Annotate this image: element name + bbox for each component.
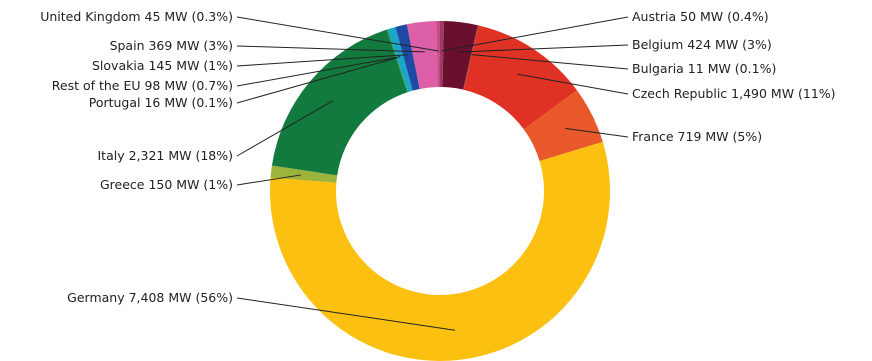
slice-spain	[406, 21, 438, 89]
label-slovakia: Slovakia 145 MW (1%)	[92, 58, 233, 73]
leader-spain	[236, 45, 425, 53]
slice-italy	[271, 29, 408, 176]
label-rest-of-the-eu: Rest of the EU 98 MW (0.7%)	[52, 78, 233, 93]
leader-france	[565, 127, 629, 138]
label-united-kingdom: United Kingdom 45 MW (0.3%)	[40, 9, 233, 24]
leader-italy	[236, 100, 334, 157]
label-spain: Spain 369 MW (3%)	[110, 38, 233, 53]
label-italy: Italy 2,321 MW (18%)	[97, 148, 233, 163]
slice-portugal	[386, 29, 409, 93]
label-belgium: Belgium 424 MW (3%)	[632, 37, 772, 52]
label-bulgaria: Bulgaria 11 MW (0.1%)	[632, 61, 776, 76]
slice-belgium	[442, 21, 478, 90]
leader-bulgaria	[471, 54, 629, 70]
slice-labels: Austria 50 MW (0.4%) Belgium 424 MW (3%) B…	[40, 9, 835, 305]
leader-germany	[236, 297, 455, 331]
leader-lines	[236, 16, 629, 331]
leader-rest-of-the-eu	[236, 56, 401, 87]
label-germany: Germany 7,408 MW (56%)	[67, 290, 233, 305]
leader-portugal	[236, 57, 397, 104]
slice-bulgaria	[463, 25, 479, 90]
label-austria: Austria 50 MW (0.4%)	[632, 9, 769, 24]
label-portugal: Portugal 16 MW (0.1%)	[89, 95, 233, 110]
slice-czech-republic	[463, 25, 577, 130]
leader-united-kingdom	[236, 16, 439, 52]
label-czech-republic: Czech Republic 1,490 MW (11%)	[632, 86, 836, 101]
leader-belgium	[457, 44, 629, 53]
donut-slices	[270, 21, 611, 361]
leader-slovakia	[236, 54, 409, 67]
label-greece: Greece 150 MW (1%)	[100, 177, 233, 192]
slice-germany	[270, 141, 611, 361]
slice-austria	[440, 21, 445, 88]
leader-austria	[441, 16, 629, 52]
leader-greece	[236, 174, 302, 186]
slice-united-kingdom	[436, 21, 440, 88]
slice-slovakia	[395, 24, 420, 91]
slice-france	[523, 90, 603, 161]
slice-greece	[270, 165, 338, 183]
label-france: France 719 MW (5%)	[632, 129, 762, 144]
leader-czech-republic	[517, 73, 629, 95]
